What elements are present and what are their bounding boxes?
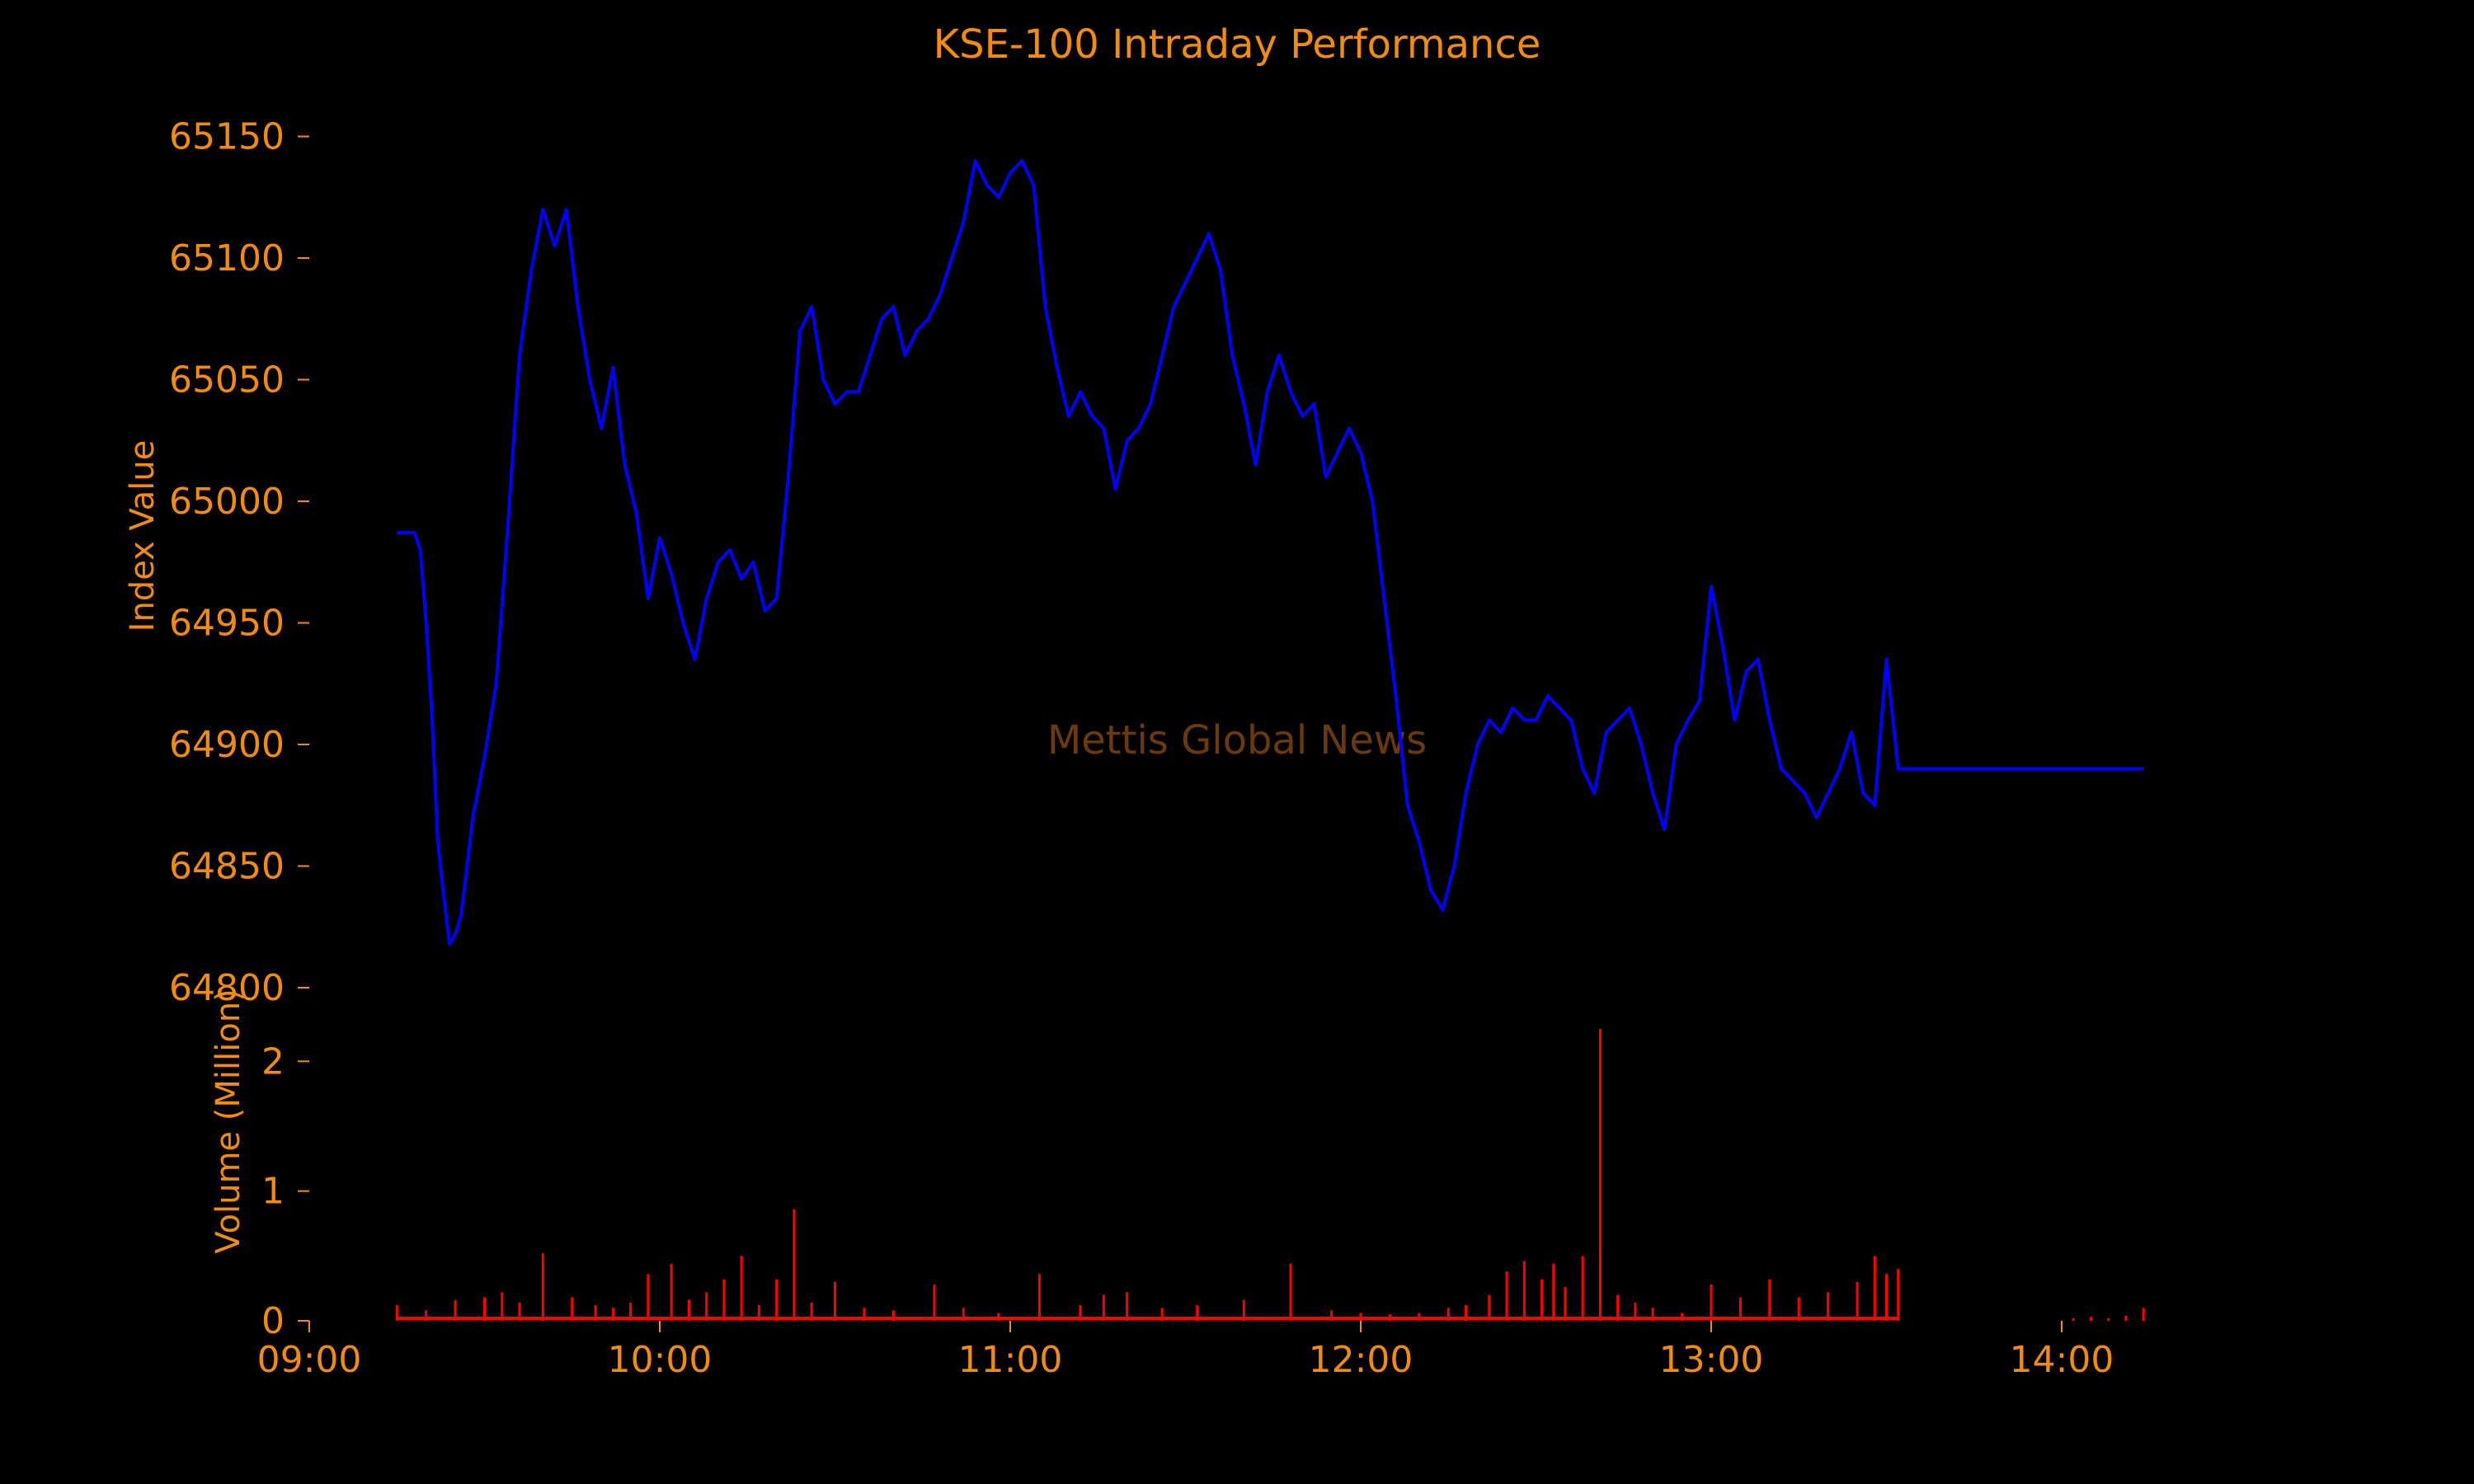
- volume-bar: [1616, 1294, 1620, 1321]
- volume-tick-label: 1: [261, 1171, 285, 1213]
- volume-bar: [1196, 1305, 1199, 1321]
- volume-bar: [1505, 1271, 1508, 1321]
- volume-bar: [863, 1308, 866, 1321]
- volume-bar: [933, 1284, 936, 1321]
- index-line: [397, 159, 2144, 946]
- volume-axis-title: Volume (Million): [209, 989, 247, 1253]
- volume-bar: [2142, 1308, 2145, 1321]
- volume-bar: [1564, 1287, 1567, 1321]
- volume-bar: [962, 1308, 965, 1321]
- volume-bar: [2107, 1317, 2110, 1321]
- volume-bars: [395, 1029, 2145, 1321]
- volume-bar: [1710, 1284, 1713, 1321]
- volume-bar: [1873, 1256, 1876, 1321]
- volume-bar: [2124, 1315, 2128, 1321]
- volume-bar: [541, 1253, 544, 1321]
- volume-bar: [594, 1305, 597, 1321]
- volume-bar: [1465, 1305, 1467, 1321]
- time-tick-label: 12:00: [1309, 1339, 1413, 1381]
- volume-bar: [1897, 1269, 1900, 1321]
- volume-bar: [1242, 1299, 1245, 1321]
- volume-bar: [518, 1302, 521, 1321]
- index-line-group: [397, 159, 2144, 946]
- volume-bar: [1885, 1274, 1888, 1321]
- time-x-axis: 09:00 10:00 11:00 12:00 13:00 14:00: [257, 1321, 2114, 1381]
- volume-bar: [425, 1310, 428, 1321]
- time-tick-label: 13:00: [1659, 1339, 1764, 1381]
- time-tick-label: 14:00: [2010, 1339, 2114, 1381]
- index-tick-label: 65150: [169, 116, 285, 158]
- volume-bar: [1102, 1294, 1105, 1321]
- volume-y-axis: 0 1 2: [261, 1040, 309, 1342]
- volume-bar: [1079, 1305, 1082, 1321]
- volume-bar: [1598, 1029, 1602, 1321]
- index-tick-label: 65000: [169, 481, 285, 523]
- index-tick-label: 65050: [169, 359, 285, 402]
- volume-bar: [705, 1292, 708, 1321]
- volume-bar: [1037, 1274, 1041, 1321]
- volume-bar: [629, 1302, 633, 1321]
- volume-bar: [1552, 1263, 1555, 1321]
- volume-bar: [687, 1299, 690, 1321]
- time-tick-label: 11:00: [958, 1339, 1063, 1381]
- index-tick-label: 65100: [169, 237, 285, 279]
- index-axis-title: Index Value: [124, 440, 162, 632]
- volume-bar: [757, 1305, 760, 1321]
- volume-bar: [1540, 1279, 1544, 1321]
- volume-bar: [571, 1297, 574, 1321]
- volume-bar: [501, 1292, 504, 1321]
- volume-bar: [1738, 1297, 1742, 1321]
- volume-bar: [1856, 1281, 1859, 1321]
- index-tick-label: 64850: [169, 846, 285, 888]
- volume-bar: [1797, 1297, 1800, 1321]
- volume-tick-label: 0: [261, 1300, 285, 1342]
- volume-bar: [647, 1274, 650, 1321]
- volume-bar: [775, 1279, 778, 1321]
- chart-title: KSE-100 Intraday Performance: [934, 21, 1541, 68]
- time-tick-label: 10:00: [608, 1339, 713, 1381]
- index-tick-label: 64900: [169, 724, 285, 766]
- volume-bar: [722, 1279, 726, 1321]
- volume-bar: [1827, 1292, 1830, 1321]
- volume-bar: [810, 1302, 813, 1321]
- volume-bar: [483, 1297, 486, 1321]
- volume-bar: [740, 1256, 743, 1321]
- volume-bar: [1289, 1263, 1292, 1321]
- volume-bar: [454, 1299, 457, 1321]
- volume-bar: [1330, 1310, 1333, 1321]
- volume-bar: [2089, 1317, 2092, 1321]
- volume-bar: [2072, 1317, 2075, 1321]
- volume-bar: [1488, 1294, 1491, 1321]
- volume-bar: [891, 1310, 895, 1321]
- volume-bar: [834, 1281, 836, 1321]
- index-tick-label: 64800: [169, 967, 285, 1009]
- volume-bar: [1126, 1292, 1129, 1321]
- volume-bar: [611, 1308, 614, 1321]
- watermark-text: Mettis Global News: [1047, 717, 1427, 763]
- volume-bar: [793, 1209, 796, 1321]
- index-y-axis: 64800 64850 64900 64950 65000 65050 65100 65150: [169, 116, 309, 1009]
- volume-bar: [670, 1263, 673, 1321]
- volume-bar: [395, 1305, 398, 1321]
- volume-bar: [1446, 1308, 1450, 1321]
- volume-bar: [1522, 1261, 1526, 1321]
- volume-bar: [1634, 1302, 1637, 1321]
- time-tick-label: 09:00: [257, 1339, 362, 1381]
- volume-bar: [1768, 1279, 1771, 1321]
- volume-bar: [1651, 1308, 1654, 1321]
- volume-bar: [1160, 1308, 1164, 1321]
- volume-tick-label: 2: [261, 1040, 285, 1082]
- index-tick-label: 64950: [169, 603, 285, 645]
- volume-bar: [1581, 1256, 1584, 1321]
